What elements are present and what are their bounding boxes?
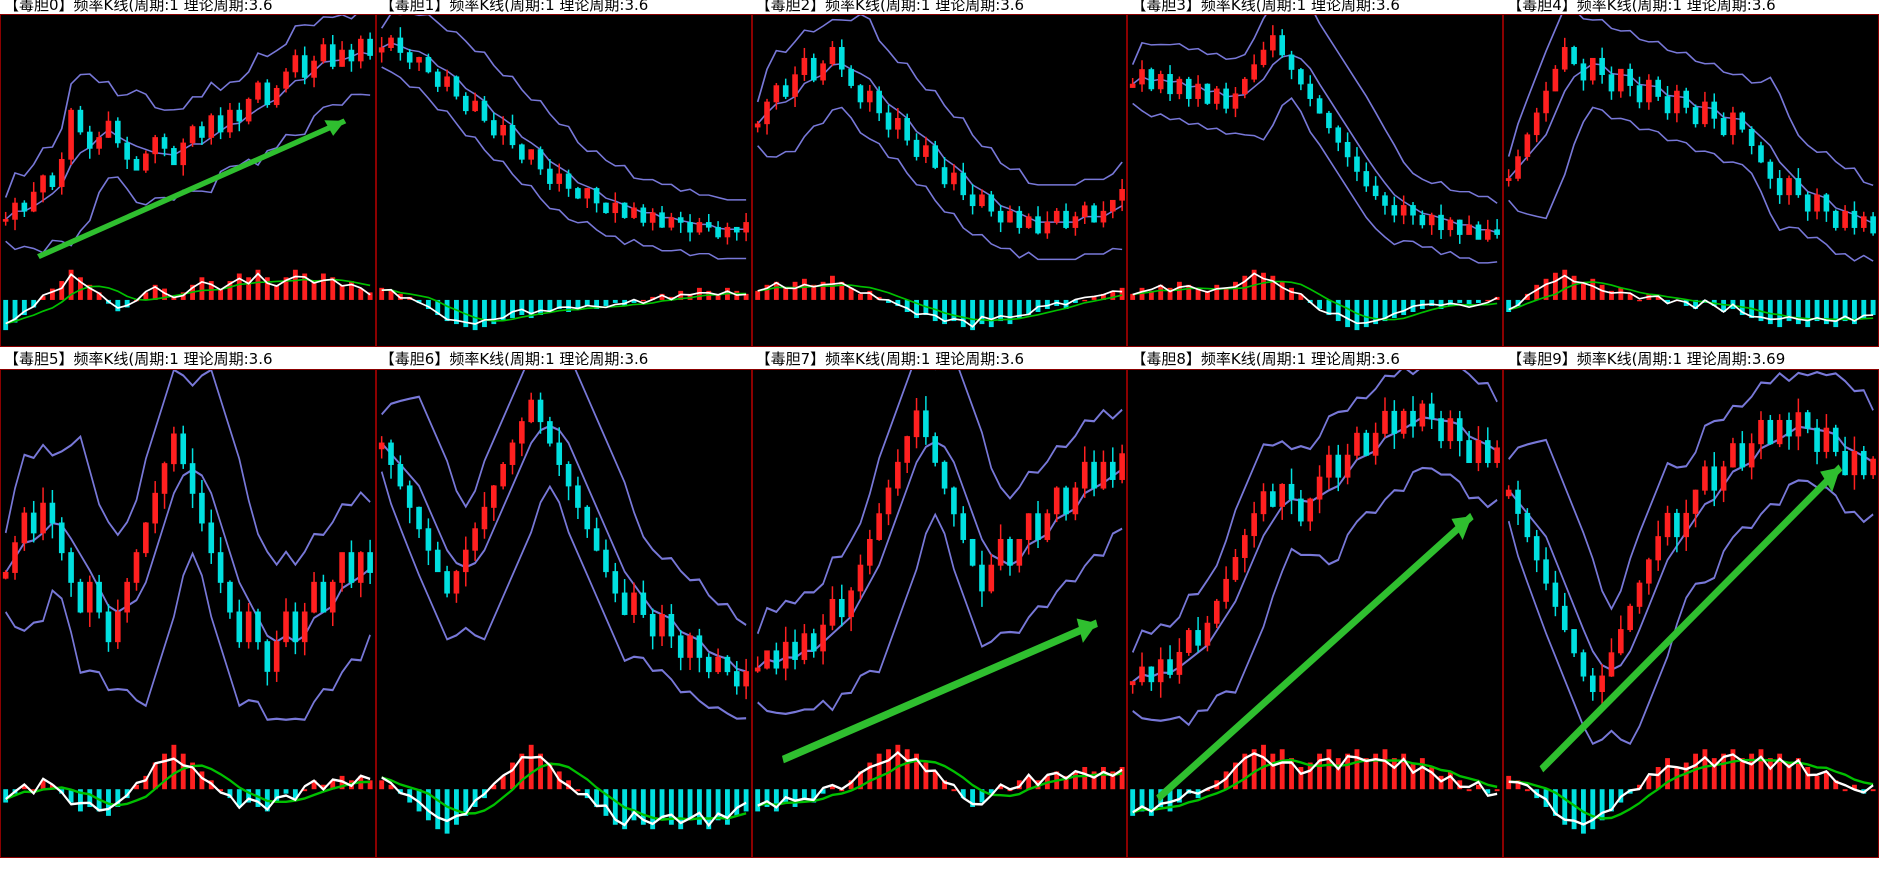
panel-title-5: 【毒胆5】频率K线(周期:1 理论周期:3.6 (4, 349, 273, 368)
panel-title-8: 【毒胆8】频率K线(周期:1 理论周期:3.6 (1131, 349, 1400, 368)
chart-panel-3[interactable] (1127, 14, 1504, 347)
panel-title-6: 【毒胆6】频率K线(周期:1 理论周期:3.6 (379, 349, 649, 368)
chart-svg-5 (2, 370, 373, 816)
chart-svg-6 (378, 370, 749, 834)
chart-svg-0 (2, 15, 373, 331)
panel-title-0: 【毒胆0】频率K线(周期:1 理论周期:3.6 (4, 0, 273, 14)
chart-svg-4 (1506, 15, 1877, 328)
chart-svg-9 (1506, 371, 1877, 834)
chart-panel-1[interactable] (375, 14, 752, 347)
chart-svg-8 (1130, 370, 1501, 816)
chart-panel-0[interactable] (0, 14, 376, 347)
panel-title-7: 【毒胆7】频率K线(周期:1 理论周期:3.6 (755, 349, 1025, 368)
chart-panel-6[interactable] (375, 369, 752, 858)
chart-svg-1 (378, 15, 749, 331)
chart-panel-7[interactable] (751, 369, 1128, 858)
chart-svg-2 (754, 15, 1125, 331)
panel-title-2: 【毒胆2】频率K线(周期:1 理论周期:3.6 (755, 0, 1025, 14)
chart-panel-5[interactable] (0, 369, 376, 858)
panel-title-1: 【毒胆1】频率K线(周期:1 理论周期:3.6 (379, 0, 649, 14)
chart-row-1 (0, 14, 1879, 347)
row2-panels (0, 369, 1879, 858)
chart-panel-9[interactable] (1503, 369, 1879, 858)
chart-svg-7 (754, 370, 1125, 812)
chart-panel-8[interactable] (1127, 369, 1504, 858)
chart-svg-3 (1130, 15, 1501, 331)
row1-title-bar: 【毒胆0】频率K线(周期:1 理论周期:3.6 【毒胆1】频率K线(周期:1 理… (0, 0, 1879, 14)
panel-title-9: 【毒胆9】频率K线(周期:1 理论周期:3.69 (1507, 349, 1786, 368)
chart-row-2 (0, 369, 1879, 858)
panel-title-3: 【毒胆3】频率K线(周期:1 理论周期:3.6 (1131, 0, 1400, 14)
row1-panels (0, 14, 1879, 347)
panel-title-4: 【毒胆4】频率K线(周期:1 理论周期:3.6 (1507, 0, 1776, 14)
chart-panel-4[interactable] (1503, 14, 1879, 347)
row2-title-bar: 【毒胆5】频率K线(周期:1 理论周期:3.6 【毒胆6】频率K线(周期:1 理… (0, 347, 1879, 369)
chart-panel-2[interactable] (751, 14, 1128, 347)
